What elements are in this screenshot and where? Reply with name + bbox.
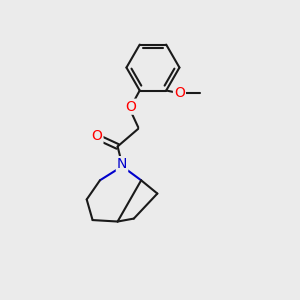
- Text: O: O: [125, 100, 136, 114]
- Text: O: O: [174, 86, 185, 100]
- Text: N: N: [117, 157, 127, 171]
- Text: O: O: [92, 129, 102, 143]
